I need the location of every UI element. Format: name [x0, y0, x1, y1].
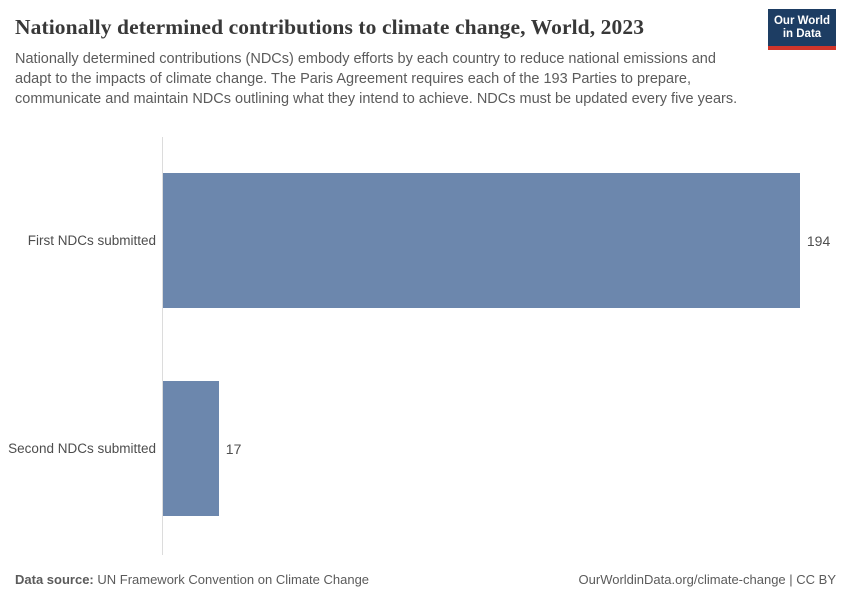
- category-label: Second NDCs submitted: [8, 441, 156, 456]
- bar-first-ndcs[interactable]: [163, 173, 800, 308]
- owid-logo-line2: in Data: [782, 28, 822, 40]
- chart-title: Nationally determined contributions to c…: [15, 15, 645, 39]
- value-label: 194: [806, 232, 831, 249]
- data-source-label: Data source:: [15, 572, 94, 587]
- owid-logo[interactable]: Our World in Data: [768, 9, 836, 50]
- chart-subtitle: Nationally determined contributions (NDC…: [15, 51, 738, 107]
- chart-header: Nationally determined contributions to c…: [15, 9, 836, 109]
- plot-area: First NDCs submitted 194 Second NDCs sub…: [8, 137, 836, 555]
- data-source: Data source: UN Framework Convention on …: [15, 572, 369, 587]
- category-label: First NDCs submitted: [27, 233, 156, 248]
- bar-second-ndcs[interactable]: [163, 381, 219, 516]
- bar-row: Second NDCs submitted 17: [8, 381, 836, 516]
- chart-footer: Data source: UN Framework Convention on …: [15, 572, 836, 587]
- owid-logo-line1: Our World: [773, 15, 830, 27]
- bar-row: First NDCs submitted 194: [28, 173, 836, 308]
- data-source-value: UN Framework Convention on Climate Chang…: [93, 572, 370, 587]
- attribution-link[interactable]: OurWorldinData.org/climate-change | CC B…: [578, 572, 836, 587]
- value-label: 17: [225, 440, 242, 457]
